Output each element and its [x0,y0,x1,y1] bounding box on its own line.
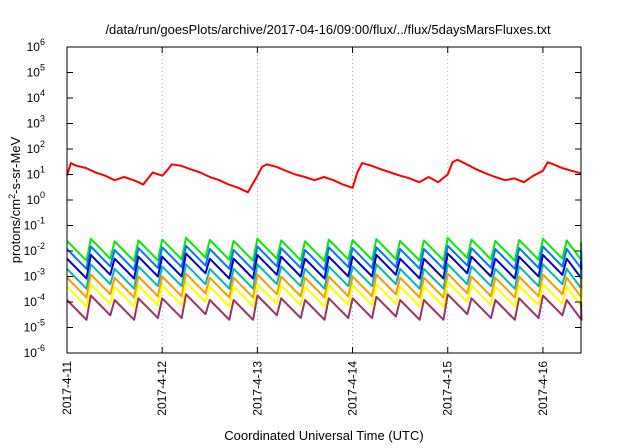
series-line-6 [66,281,583,308]
chart-title: /data/run/goesPlots/archive/2017-04-16/0… [105,22,551,37]
y-axis-title-main: protons/cm [8,199,23,263]
y-tick-exp: 4 [40,88,45,98]
x-tick-label: 2017-4-13 [250,361,264,416]
y-tick-base: 10 [27,40,41,54]
series-line-1 [66,236,583,263]
x-tick-label: 2017-4-15 [441,361,455,416]
y-tick-exp: 1 [40,165,45,175]
y-tick-exp: 5 [40,63,45,73]
x-tick-label: 2017-4-16 [536,361,550,416]
series-layer [66,158,583,321]
series-line-4 [66,263,583,290]
y-tick-label: 10-4 [24,292,45,309]
grid [161,47,544,353]
y-axis-title: protons/cm2-s-sr-MeV [7,136,23,263]
y-tick-label: 103 [27,114,45,131]
y-tick-base: 10 [24,295,38,309]
y-tick-label: 101 [27,165,45,182]
y-axis-title-rest: -s-sr-MeV [8,136,23,193]
y-tick-label: 104 [27,88,45,105]
y-tick-exp: 2 [40,139,45,149]
y-tick-label: 105 [27,63,45,80]
y-tick-base: 10 [27,193,41,207]
y-tick-label: 10-2 [24,241,45,258]
x-tick-label: 2017-4-14 [346,361,360,416]
series-line-3 [66,252,583,280]
y-tick-label: 106 [27,37,45,54]
y-tick-base: 10 [24,346,38,360]
y-tick-label: 10-1 [24,216,45,233]
x-axis: 2017-4-11 2017-4-12 2017-4-13 2017-4-14 2017… [60,47,550,416]
y-tick-label: 10-3 [24,267,45,284]
y-tick-exp: -5 [37,318,45,328]
y-tick-base: 10 [27,91,41,105]
series-line-0 [66,158,582,194]
y-tick-base: 10 [24,219,38,233]
y-tick-base: 10 [27,117,41,131]
y-tick-exp: -4 [37,292,45,302]
y-tick-base: 10 [27,142,41,156]
x-axis-title: Coordinated Universal Time (UTC) [224,428,423,443]
y-tick-label: 10-5 [24,318,45,335]
y-tick-label: 102 [27,139,45,156]
y-tick-label: 100 [27,190,45,207]
y-tick-exp: -1 [37,216,45,226]
y-tick-base: 10 [27,66,41,80]
y-tick-exp: -6 [37,343,45,353]
y-tick-exp: 6 [40,37,45,47]
y-axis: 10-610-510-410-310-210-11001011021031041… [24,37,581,360]
y-tick-exp: -3 [37,267,45,277]
y-tick-label: 10-6 [24,343,45,360]
y-axis-title-sup: 2 [7,194,17,199]
y-tick-exp: 3 [40,114,45,124]
series-line-7 [66,293,583,321]
y-tick-base: 10 [24,321,38,335]
y-tick-exp: -2 [37,241,45,251]
y-tick-base: 10 [24,244,38,258]
y-tick-exp: 0 [40,190,45,200]
x-tick-label: 2017-4-11 [60,361,74,415]
x-tick-label: 2017-4-12 [155,361,169,416]
series-line-5 [66,272,583,299]
y-tick-base: 10 [24,270,38,284]
series-line-2 [66,244,583,271]
y-tick-base: 10 [27,168,41,182]
